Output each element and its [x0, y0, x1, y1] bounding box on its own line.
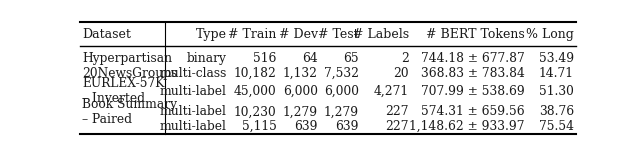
Text: multi-label: multi-label [160, 105, 227, 118]
Text: 368.83 ± 783.84: 368.83 ± 783.84 [420, 67, 524, 80]
Text: EURLEX-57K
– Inverted: EURLEX-57K – Inverted [82, 77, 164, 105]
Text: 744.18 ± 677.87: 744.18 ± 677.87 [420, 52, 524, 66]
Text: 38.76: 38.76 [539, 105, 574, 118]
Text: 5,115: 5,115 [241, 120, 276, 133]
Text: 10,182: 10,182 [234, 67, 276, 80]
Text: 574.31 ± 659.56: 574.31 ± 659.56 [420, 105, 524, 118]
Text: 20NewsGroups: 20NewsGroups [82, 67, 177, 80]
Text: % Long: % Long [526, 28, 574, 41]
Text: 516: 516 [253, 52, 276, 66]
Text: 14.71: 14.71 [539, 67, 574, 80]
Text: # Train: # Train [228, 28, 276, 41]
Text: # Test: # Test [319, 28, 359, 41]
Text: 1,279: 1,279 [324, 105, 359, 118]
Text: 51.30: 51.30 [539, 85, 574, 98]
Text: 4,271: 4,271 [374, 85, 409, 98]
Text: 1,148.62 ± 933.97: 1,148.62 ± 933.97 [409, 120, 524, 133]
Text: 75.54: 75.54 [539, 120, 574, 133]
Text: # Dev: # Dev [278, 28, 317, 41]
Text: multi-label: multi-label [160, 85, 227, 98]
Text: 6,000: 6,000 [283, 85, 317, 98]
Text: Hyperpartisan: Hyperpartisan [82, 52, 172, 66]
Text: multi-class: multi-class [159, 67, 227, 80]
Text: 64: 64 [302, 52, 317, 66]
Text: # BERT Tokens: # BERT Tokens [426, 28, 524, 41]
Text: 7,532: 7,532 [324, 67, 359, 80]
Text: Dataset: Dataset [82, 28, 131, 41]
Text: 227: 227 [385, 120, 409, 133]
Text: binary: binary [187, 52, 227, 66]
Text: 1,132: 1,132 [283, 67, 317, 80]
Text: 639: 639 [335, 120, 359, 133]
Text: 20: 20 [393, 67, 409, 80]
Text: 6,000: 6,000 [324, 85, 359, 98]
Text: 65: 65 [344, 52, 359, 66]
Text: 639: 639 [294, 120, 317, 133]
Text: 2: 2 [401, 52, 409, 66]
Text: multi-label: multi-label [160, 120, 227, 133]
Text: # Labels: # Labels [353, 28, 409, 41]
Text: 45,000: 45,000 [234, 85, 276, 98]
Text: 53.49: 53.49 [539, 52, 574, 66]
Text: Type: Type [196, 28, 227, 41]
Text: Book Summary
– Paired: Book Summary – Paired [82, 98, 177, 126]
Text: 227: 227 [385, 105, 409, 118]
Text: 707.99 ± 538.69: 707.99 ± 538.69 [420, 85, 524, 98]
Text: 1,279: 1,279 [283, 105, 317, 118]
Text: 10,230: 10,230 [234, 105, 276, 118]
